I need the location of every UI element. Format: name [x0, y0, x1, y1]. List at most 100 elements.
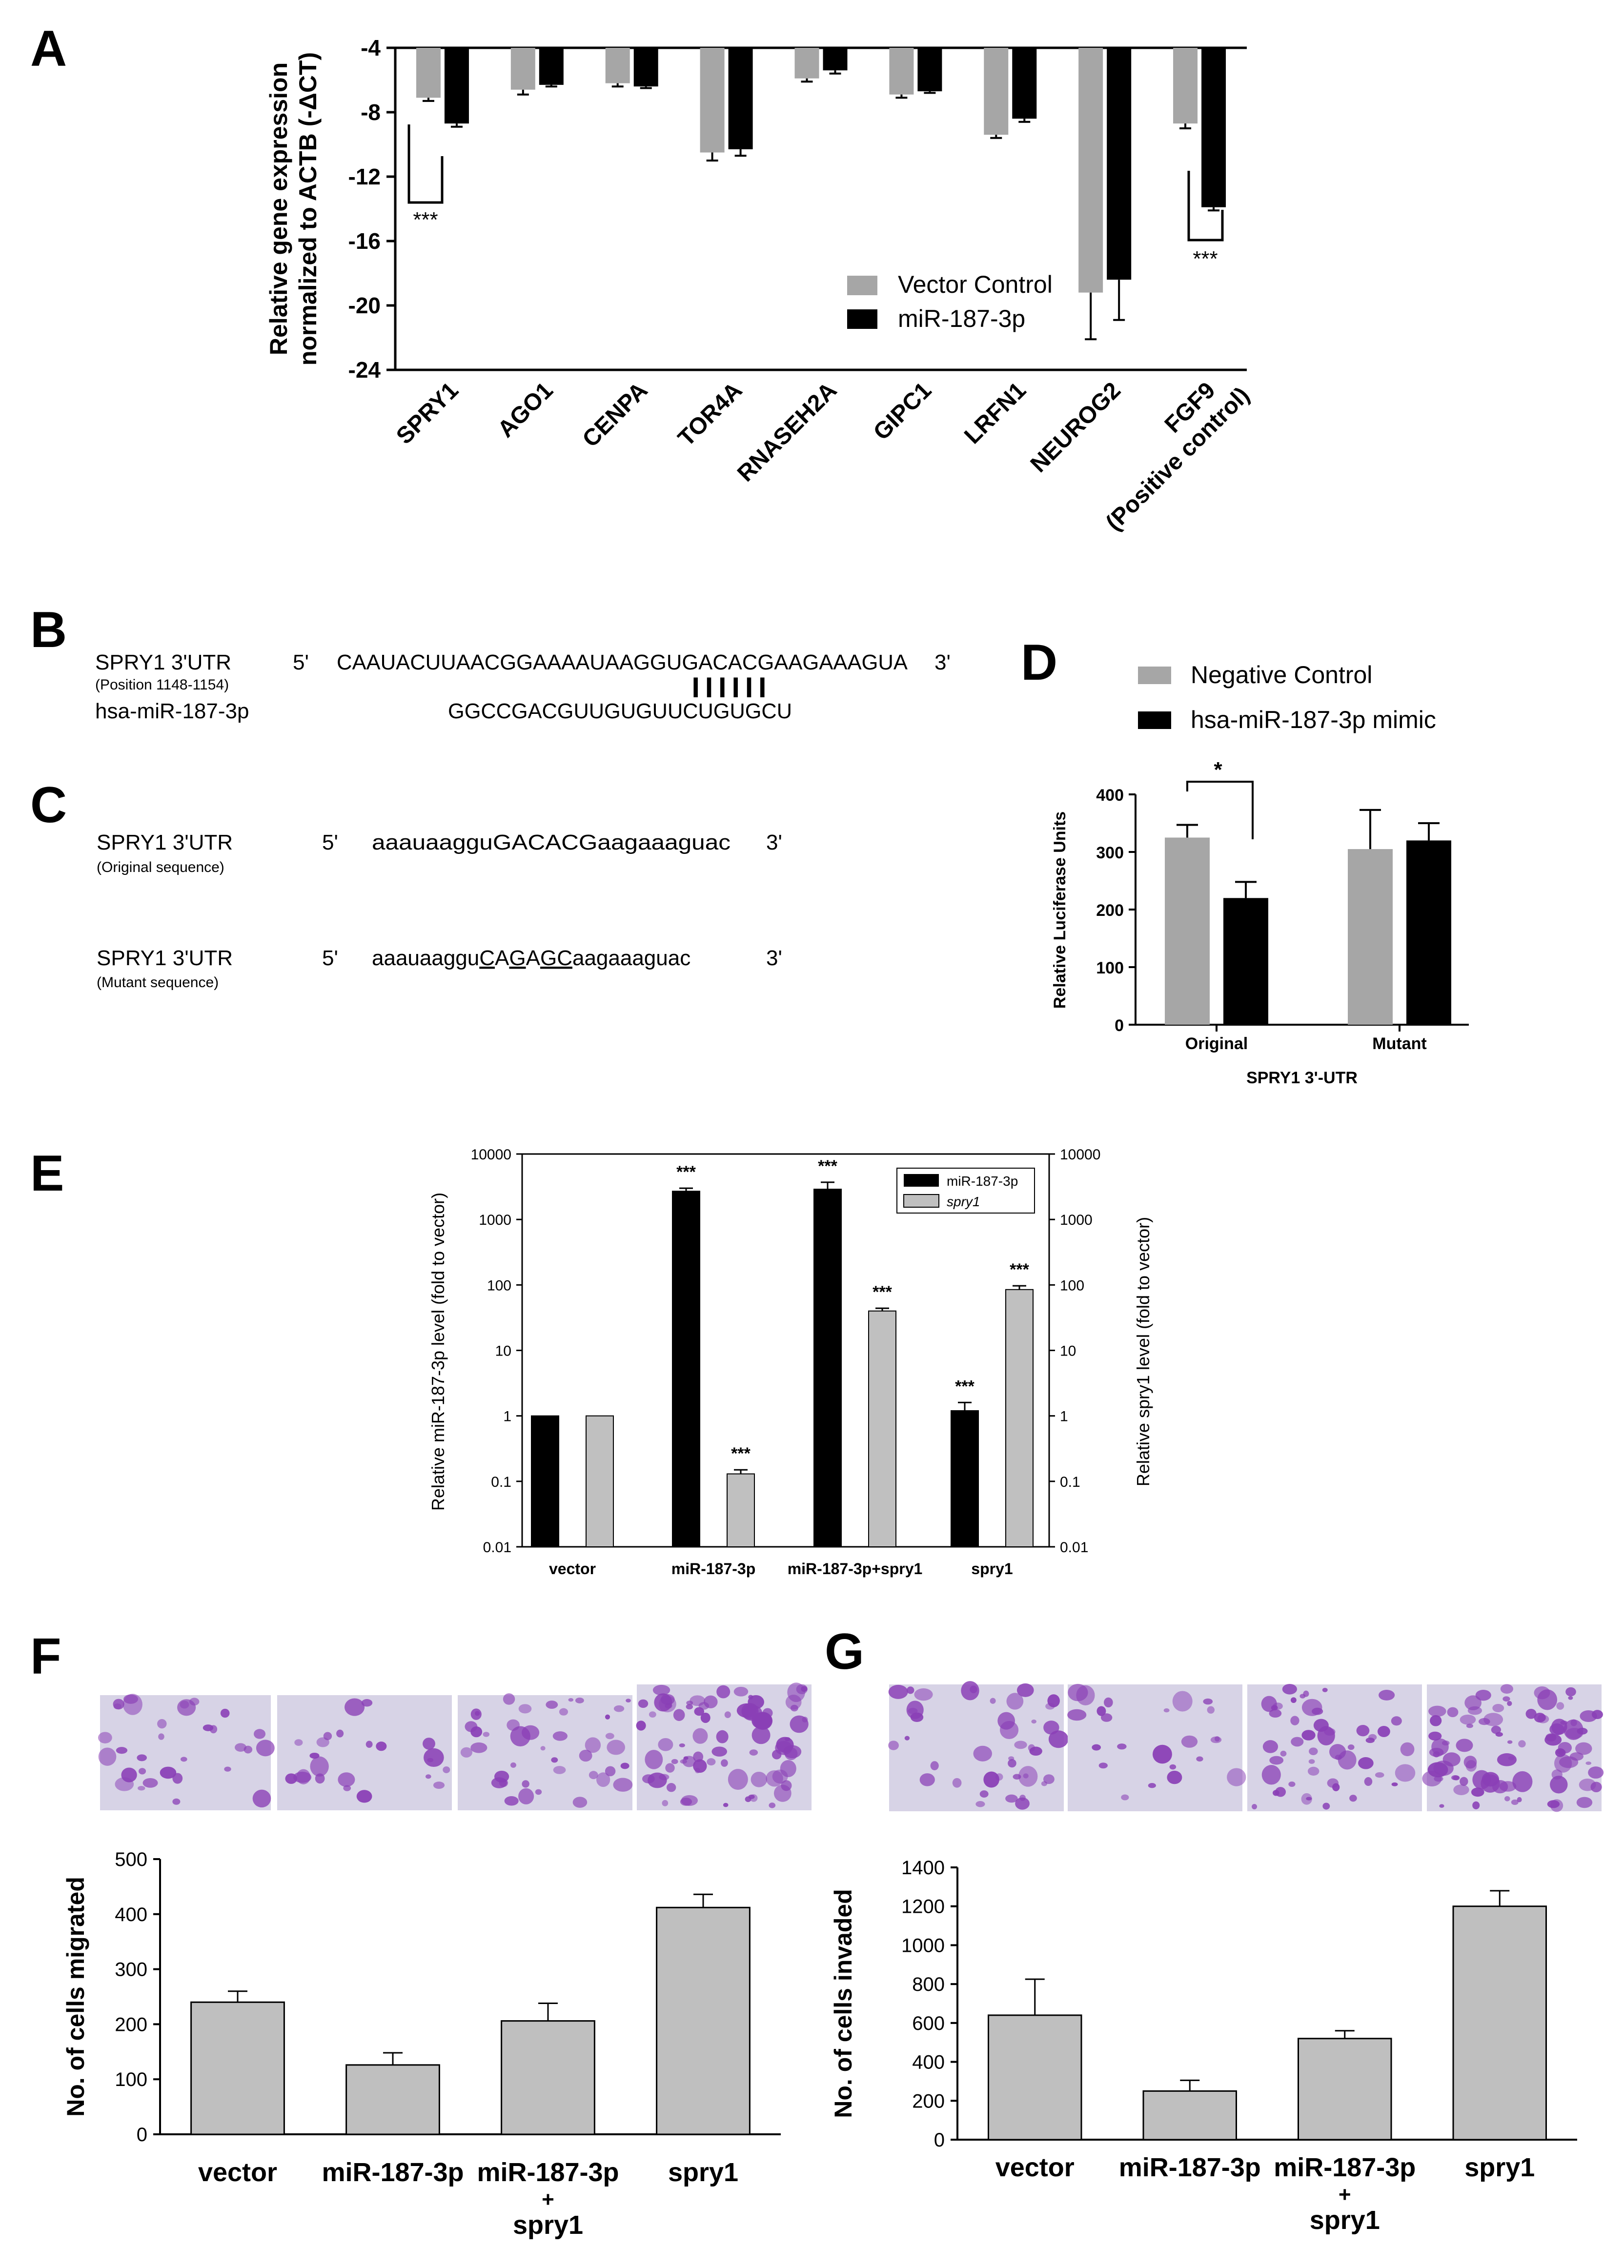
micrograph-cell-blob — [345, 1698, 365, 1716]
b-utr-position: (Position 1148-1154) — [95, 677, 229, 693]
micrograph-cell-blob — [361, 1699, 373, 1707]
d-ytick-label: 100 — [1096, 959, 1124, 977]
micrograph-cell-blob — [1456, 1739, 1473, 1752]
micrograph-cell-blob — [1288, 1781, 1296, 1787]
micrograph-cell-blob — [1463, 1756, 1477, 1769]
d-legend-label-mimic: hsa-miR-187-3p mimic — [1191, 706, 1436, 733]
a-category-label: AGO1 — [493, 377, 558, 443]
e-ytick-label-right: 0.01 — [1060, 1539, 1088, 1556]
micrograph-cell-blob — [1451, 1775, 1460, 1781]
micrograph-cell-blob — [1048, 1730, 1069, 1748]
f-ytick-label: 400 — [115, 1904, 147, 1925]
micrograph-cell-blob — [1466, 1723, 1473, 1728]
d-legend-swatch-negative — [1138, 667, 1171, 684]
d-legend-swatch-mimic — [1138, 711, 1171, 729]
micrograph-cell-blob — [138, 1768, 146, 1775]
g-ytick-label: 600 — [912, 2013, 945, 2034]
micrograph-cell-blob — [1512, 1771, 1533, 1792]
micrograph-cell-blob — [1029, 1746, 1042, 1756]
micrograph-cell-blob — [690, 1695, 706, 1706]
micrograph-cell-blob — [572, 1797, 588, 1808]
micrograph-cell-blob — [904, 1736, 910, 1741]
d-bar-mimic — [1406, 840, 1451, 1025]
e-bar-spry1 — [868, 1310, 896, 1547]
micrograph-cell-blob — [658, 1696, 676, 1713]
micrograph-cell-blob — [1312, 1707, 1323, 1715]
micrograph-cell-blob — [802, 1717, 808, 1722]
micrograph-cell-blob — [546, 1701, 558, 1709]
f-category-label: vector — [198, 2158, 277, 2187]
micrograph-cell-blob — [613, 1705, 625, 1712]
micrograph-cell-blob — [748, 1695, 753, 1700]
micrograph-cell-blob — [522, 1780, 529, 1788]
c-mut-m2: A — [526, 946, 541, 970]
f-ytick-label: 500 — [115, 1849, 147, 1870]
micrograph-cell-blob — [930, 1761, 939, 1770]
d-xlabel: SPRY1 3'-UTR — [1246, 1069, 1358, 1087]
d-bar-negative-control — [1348, 849, 1393, 1025]
a-legend-label-vector: Vector Control — [898, 271, 1053, 298]
c-orig-three: 3' — [766, 830, 782, 854]
micrograph-cell-blob — [693, 1751, 704, 1762]
chart-e: 0.01 0.01 0.1 0.1 1 1 10 10 100 100 1000 1000 10000 1… — [428, 1147, 1153, 1578]
micrograph-cell-blob — [785, 1695, 802, 1710]
c-mut-sub: (Mutant sequence) — [97, 974, 219, 991]
b-base-pairs: |||||| — [689, 674, 769, 698]
c-orig-sub: (Original sequence) — [97, 859, 224, 875]
micrograph-cell-blob — [1460, 1714, 1476, 1725]
a-bar-vector-control — [510, 48, 535, 90]
e-ytick-label-right: 10000 — [1060, 1147, 1100, 1163]
g-ytick-label: 400 — [912, 2052, 945, 2073]
micrograph-cell-blob — [780, 1760, 796, 1778]
d-ylabel: Relative Luciferase Units — [1051, 811, 1069, 1009]
panel-label-f: F — [30, 1628, 61, 1685]
micrograph-cell-blob — [1428, 1705, 1446, 1717]
micrograph-cell-blob — [970, 1685, 977, 1694]
micrograph-cell-blob — [1431, 1738, 1449, 1756]
micrograph-cell-blob — [680, 1759, 688, 1764]
d-bar-mimic — [1223, 898, 1268, 1025]
micrograph-cell-blob — [1098, 1762, 1108, 1769]
micrograph-cell-blob — [343, 1785, 351, 1791]
micrograph-cell-blob — [695, 1767, 700, 1774]
c-mut-m1: A — [495, 946, 509, 970]
micrograph-cell-blob — [686, 1704, 693, 1710]
micrograph-cell-blob — [682, 1756, 696, 1767]
micrograph-cell-blob — [365, 1741, 373, 1748]
micrograph-cell-blob — [1196, 1756, 1203, 1762]
micrograph-cell-blob — [694, 1707, 705, 1716]
f-category-label: spry1 — [668, 2158, 738, 2187]
micrograph-cell-blob — [1269, 1756, 1284, 1765]
micrograph-cell-blob — [1560, 1720, 1568, 1725]
micrograph-cell-blob — [460, 1747, 472, 1758]
micrograph-cell-blob — [1016, 1683, 1034, 1697]
d-sig-bracket — [1186, 781, 1254, 839]
micrograph-cell-blob — [172, 1773, 183, 1784]
micrograph-cell-blob — [605, 1733, 614, 1740]
micrograph-cell-blob — [728, 1769, 748, 1790]
micrograph-cell-blob — [638, 1699, 649, 1708]
g-category-line: + — [1339, 2183, 1351, 2207]
a-ylabel-line1: Relative gene expression — [265, 62, 292, 355]
a-bar-mir-187-3p — [633, 48, 658, 87]
panel-label-e: E — [30, 1145, 64, 1202]
b-mir-sequence: GGCCGACGUUGUGUUCUGUGCU — [448, 699, 792, 723]
g-ytick-label: 200 — [912, 2090, 945, 2112]
f-ytick-label: 200 — [115, 2014, 147, 2035]
micrograph-cell-blob — [1460, 1777, 1468, 1786]
micrograph-cell-blob — [1043, 1721, 1059, 1735]
micrograph-cell-blob — [224, 1766, 231, 1772]
micrograph-cell-blob — [1517, 1797, 1522, 1802]
micrograph-cell-blob — [256, 1740, 275, 1757]
a-category-label: LRFN1 — [959, 377, 1031, 449]
micrograph-cell-blob — [680, 1798, 692, 1806]
a-category-label: SPRY1 — [391, 377, 464, 449]
micrograph-cell-blob — [443, 1766, 450, 1773]
b-utr-label: SPRY1 3'UTR — [95, 650, 231, 674]
e-ytick-label-right: 0.1 — [1060, 1474, 1080, 1490]
micrograph-cell-blob — [1472, 1801, 1480, 1810]
micrograph-cell-blob — [1307, 1766, 1320, 1776]
micrograph-cell-blob — [783, 1745, 802, 1759]
micrograph-cell-blob — [121, 1767, 137, 1782]
micrograph-cell-blob — [503, 1693, 515, 1705]
